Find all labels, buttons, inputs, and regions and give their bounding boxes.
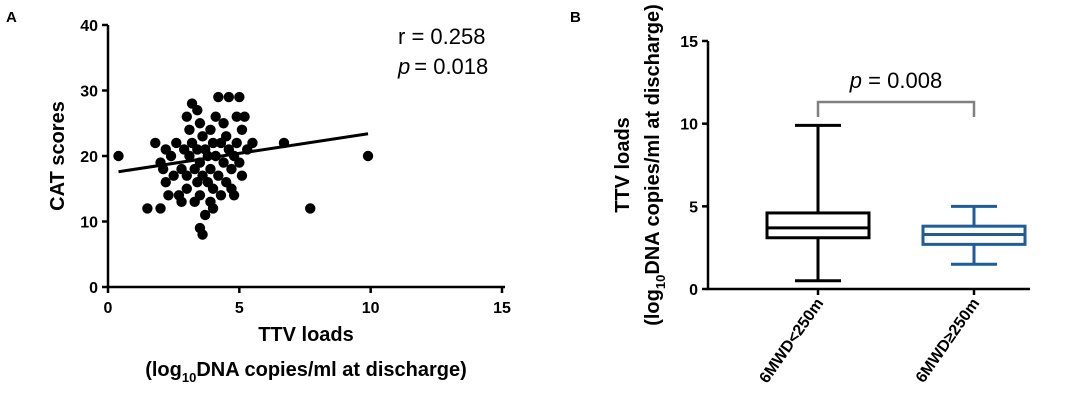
scatter-point [234, 157, 245, 168]
xlabel-prefix: (log [145, 359, 182, 381]
panel-b-x-ticks: 6MWD<250m 6MWD≥250m [756, 289, 983, 387]
panel-a-y-ticks: 0 10 20 30 40 [80, 18, 108, 297]
scatter-point [305, 203, 316, 214]
p-value-b-text: = 0.008 [862, 68, 942, 93]
scatter-point [218, 157, 229, 168]
scatter-point [226, 163, 237, 175]
scatter-point [160, 177, 171, 188]
scatter-point [192, 104, 203, 116]
scatter-point [231, 137, 242, 149]
scatter-point [215, 190, 227, 201]
scatter-point [228, 190, 240, 201]
scatter-point [192, 144, 203, 155]
y-tick-label: 40 [80, 18, 98, 35]
panel-b-letter: B [570, 9, 581, 26]
y-tick-label: 30 [80, 84, 98, 101]
panel-a-letter: A [6, 9, 17, 26]
scatter-point [207, 137, 219, 149]
panel-a-x-ticks: 0 5 10 15 [104, 287, 511, 317]
scatter-point [221, 131, 232, 142]
ylabel-subscript: 10 [653, 275, 668, 289]
p-value-a: p = 0.018 [397, 54, 488, 79]
panel-a-points [113, 91, 374, 240]
box-group [921, 204, 1027, 266]
p-value-text: = 0.018 [414, 54, 488, 79]
box-group [765, 123, 871, 283]
scatter-point [163, 190, 174, 201]
x-tick-label: 5 [235, 300, 244, 317]
scatter-point [184, 150, 195, 162]
scatter-point [223, 91, 235, 103]
xlabel-rest: DNA copies/ml at discharge) [196, 359, 466, 381]
panel-b-ylabel: TTV loads (log10DNA copies/ml at dischar… [612, 4, 668, 326]
scatter-point [160, 144, 171, 155]
y-tick-label: 5 [689, 199, 698, 216]
scatter-point [231, 111, 242, 122]
panel-a-xlabel-line2: (log10DNA copies/ml at discharge) [145, 359, 467, 385]
r-value: r = 0.258 [398, 24, 485, 49]
ylabel-rest: DNA copies/ml at discharge) [642, 4, 664, 274]
scatter-point [171, 137, 182, 149]
significance-bracket [816, 100, 976, 117]
scatter-point [236, 170, 248, 181]
scatter-point [194, 190, 206, 201]
x-tick-label: 15 [493, 300, 511, 317]
panel-a-ylabel: CAT scores [47, 101, 69, 211]
scatter-point [213, 91, 224, 103]
p-symbol: p [397, 54, 410, 79]
p-value-b: p = 0.008 [849, 68, 942, 93]
y-tick-label: 0 [689, 282, 698, 299]
scatter-point [168, 170, 179, 181]
scatter-point [194, 118, 206, 129]
panel-b-ylabel-line2: (log10DNA copies/ml at discharge) [642, 4, 668, 326]
scatter-point [155, 203, 166, 214]
scatter-point [239, 111, 250, 122]
scatter-point [181, 170, 192, 181]
panel-b-y-ticks: 0 5 10 15 [680, 34, 708, 299]
y-tick-label: 20 [80, 149, 98, 166]
p-symbol-b: p [849, 68, 862, 93]
scatter-point [205, 163, 216, 175]
x-tick-label: 6MWD<250m [756, 296, 827, 387]
panel-a-xlabel-line1: TTV loads [258, 324, 354, 346]
x-tick-label: 0 [104, 300, 113, 317]
scatter-point [176, 196, 187, 208]
scatter-point [197, 229, 208, 240]
scatter-point [213, 170, 224, 181]
x-tick-label: 10 [362, 300, 380, 317]
box-iqr [765, 211, 871, 240]
ylabel-prefix: (log [642, 289, 664, 326]
scatter-point [362, 150, 374, 162]
scatter-point [234, 91, 245, 103]
y-tick-label: 10 [80, 215, 98, 232]
y-tick-label: 10 [680, 117, 698, 134]
scatter-point [181, 183, 192, 194]
scatter-point [205, 124, 216, 135]
scatter-point [142, 203, 153, 214]
scatter-point [207, 203, 219, 214]
regression-line [118, 132, 369, 174]
y-tick-label: 15 [680, 34, 698, 51]
scatter-point [113, 150, 124, 162]
scatter-point [247, 137, 258, 149]
y-tick-label: 0 [89, 280, 98, 297]
scatter-point [236, 124, 248, 135]
scatter-point [210, 111, 221, 122]
panel-b-boxes [765, 123, 1027, 283]
scatter-point [184, 124, 195, 135]
scatter-point [197, 131, 208, 142]
scatter-point [199, 209, 211, 221]
scatter-point [207, 183, 219, 194]
scatter-point [181, 111, 192, 122]
xlabel-subscript: 10 [182, 370, 196, 385]
scatter-point [150, 137, 161, 149]
panel-b-ylabel-line1: TTV loads [612, 117, 634, 213]
x-tick-label: 6MWD≥250m [913, 296, 983, 387]
scatter-point [218, 118, 229, 129]
